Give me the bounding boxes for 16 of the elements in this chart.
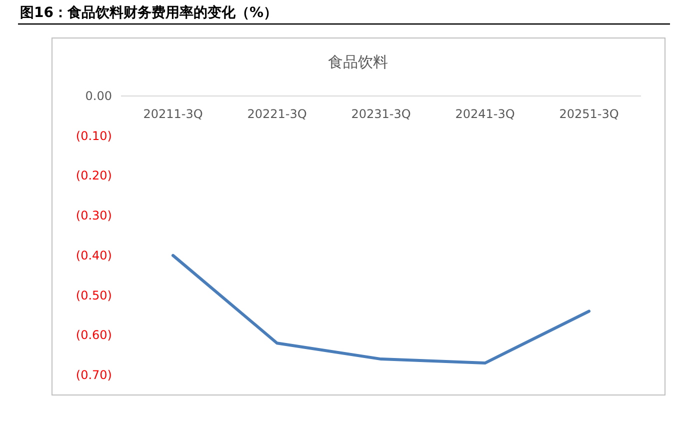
y-tick-label: (0.40) xyxy=(76,248,112,262)
y-tick-label: (0.20) xyxy=(76,168,112,183)
x-tick-label: 20221-3Q xyxy=(247,107,307,121)
x-tick-label: 20211-3Q xyxy=(143,107,203,121)
y-tick-label: (0.10) xyxy=(76,128,112,143)
chart-title: 图16：食品饮料财务费用率的变化（%） xyxy=(20,4,278,21)
y-tick-label: (0.60) xyxy=(76,328,112,342)
y-tick-label: (0.30) xyxy=(76,208,112,223)
line-series xyxy=(172,254,590,365)
x-tick-label: 20241-3Q xyxy=(455,107,515,121)
y-tick-label: 0.00 xyxy=(85,89,112,103)
chart-subtitle: 食品饮料 xyxy=(328,53,388,71)
x-tick-label: 20231-3Q xyxy=(351,107,411,121)
x-tick-label: 20251-3Q xyxy=(559,107,619,121)
y-tick-label: (0.50) xyxy=(76,288,112,302)
y-tick-label: (0.70) xyxy=(76,368,112,382)
